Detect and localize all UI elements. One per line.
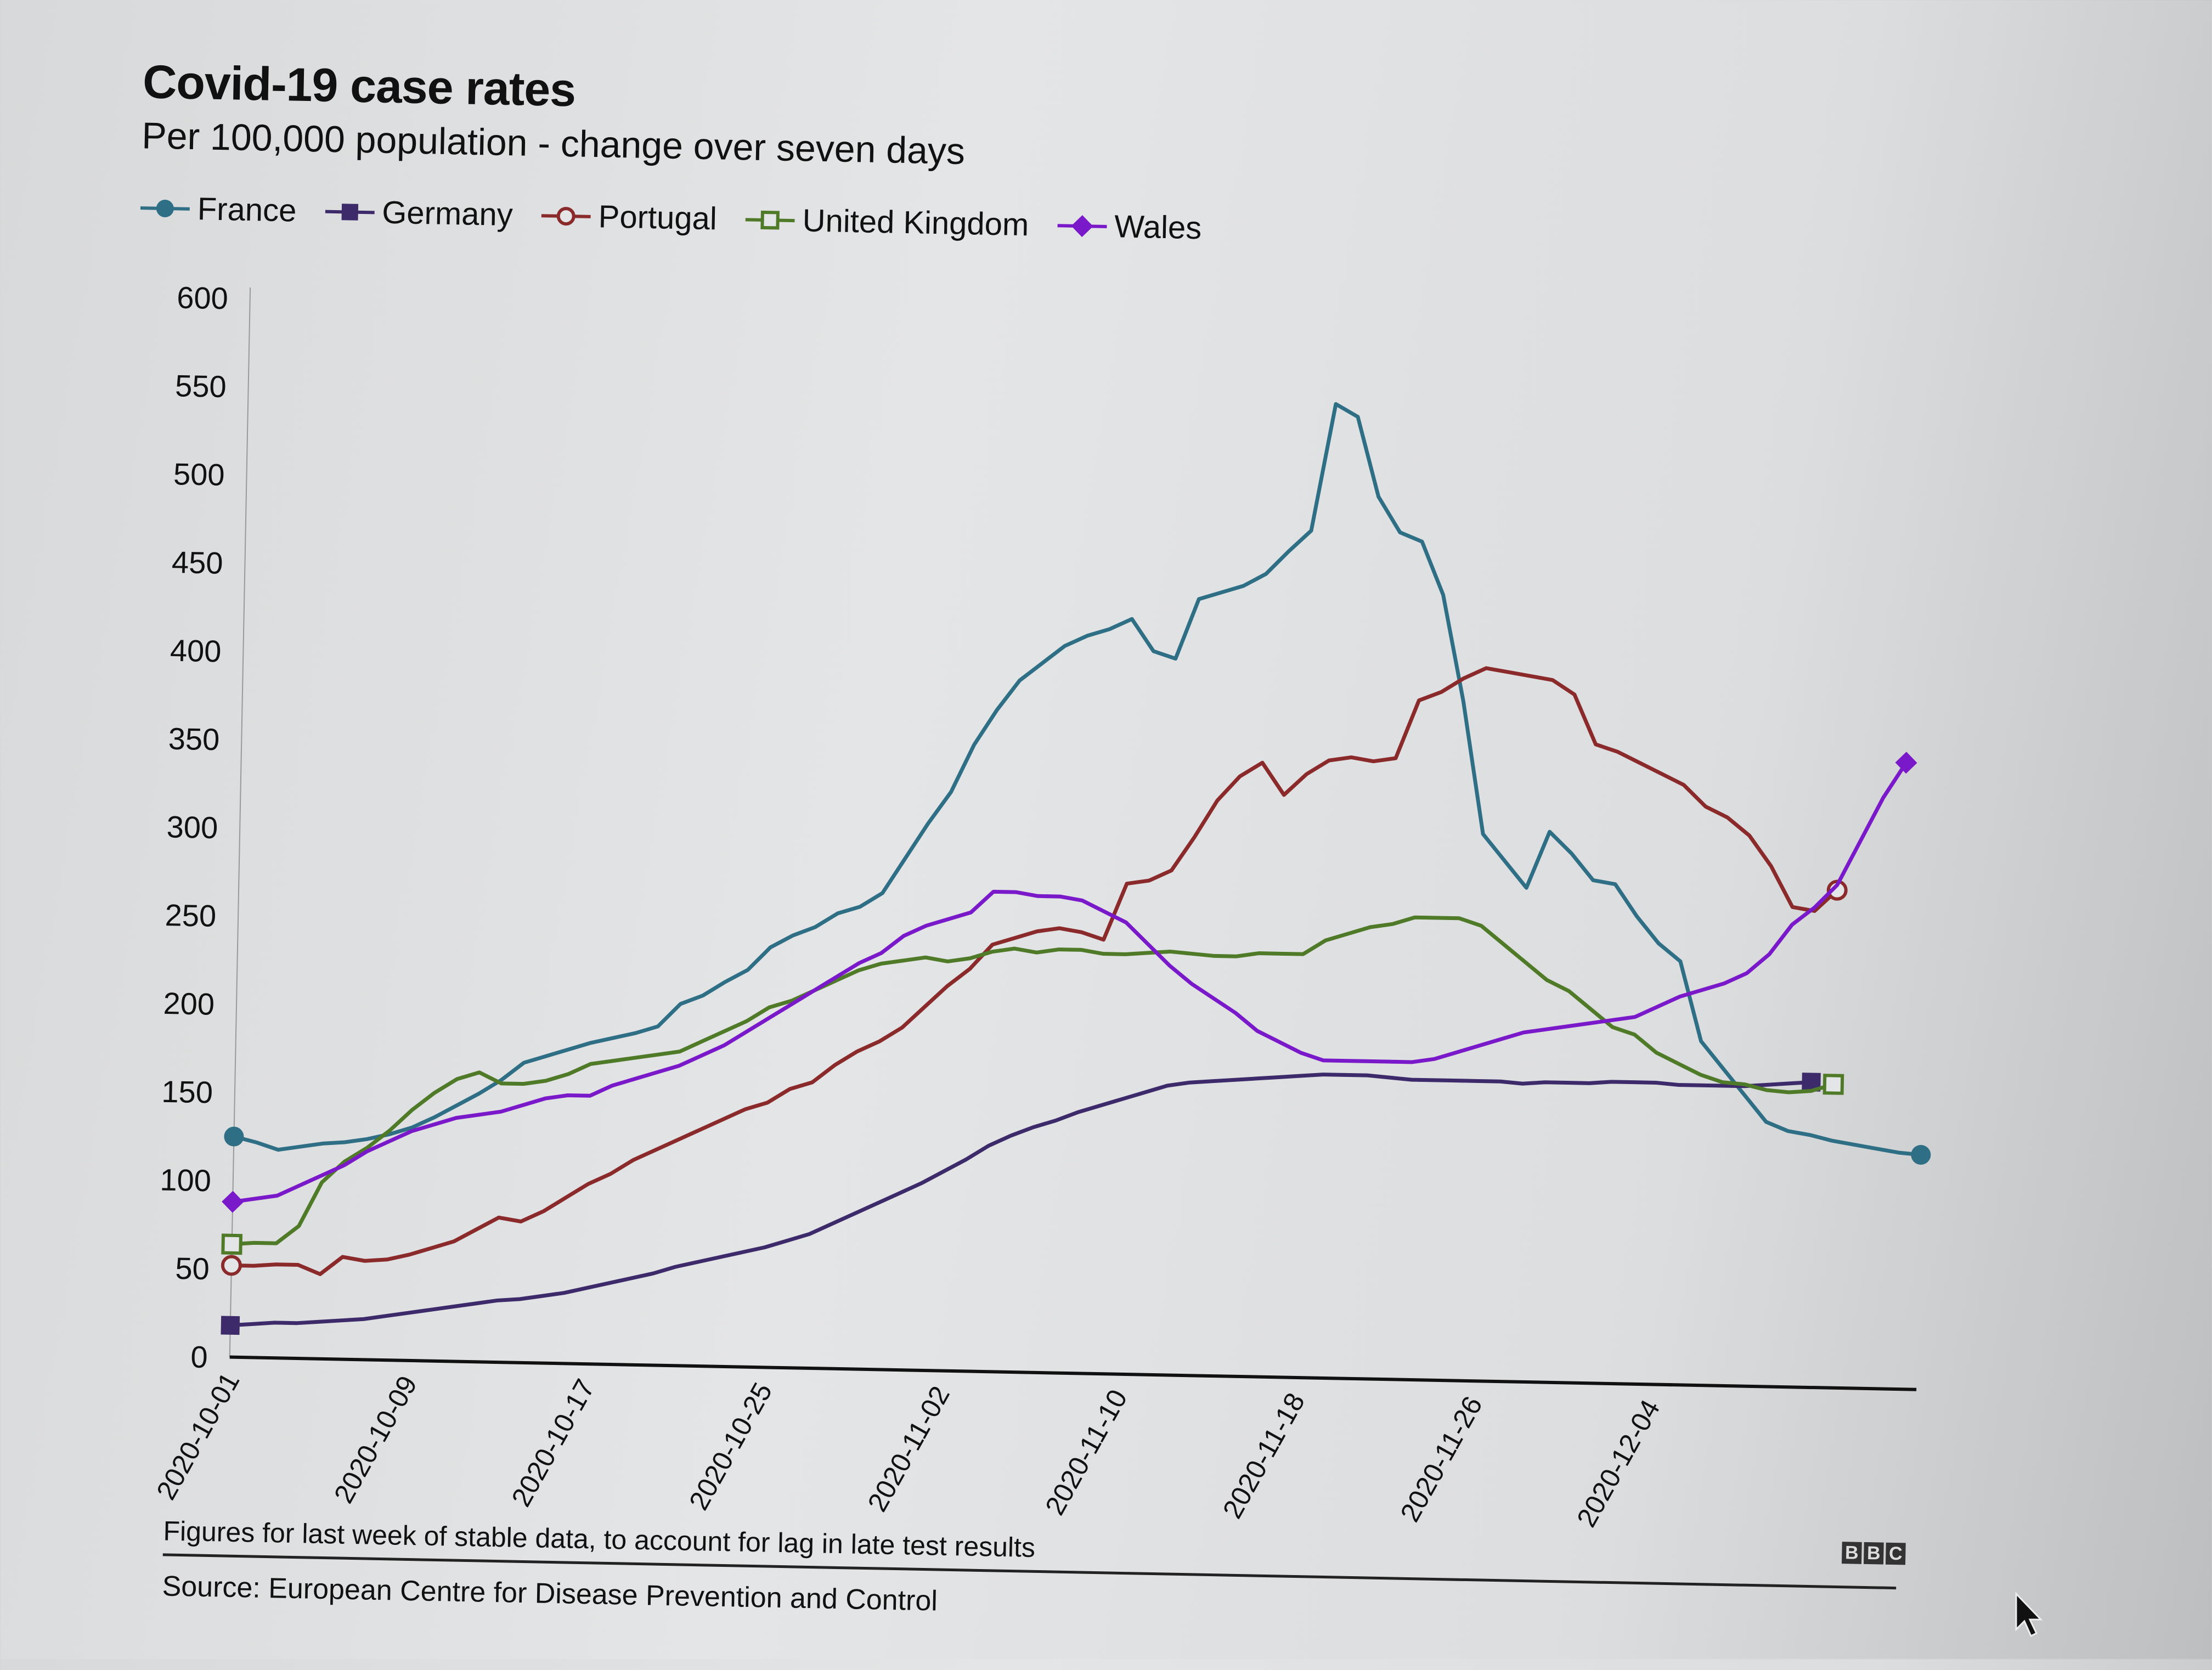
chart-frame: Covid-19 case rates Per 100,000 populati…	[106, 33, 1974, 1670]
series-line-united-kingdom	[232, 915, 1834, 1246]
x-tick-label: 2020-10-09	[328, 1370, 423, 1508]
start-marker-germany	[221, 1316, 240, 1335]
logo-letter: C	[1885, 1542, 1906, 1565]
x-tick-label: 2020-11-02	[862, 1381, 956, 1516]
series-line-germany	[230, 1073, 1812, 1328]
logo-letter: B	[1864, 1542, 1884, 1565]
x-tick-label: 2020-11-18	[1217, 1387, 1311, 1523]
x-axis-line	[229, 1355, 1917, 1391]
start-marker-wales	[222, 1191, 244, 1213]
x-tick-label: 2020-12-04	[1571, 1395, 1666, 1532]
legend-label: Portugal	[598, 199, 718, 237]
legend-label: Germany	[381, 194, 514, 233]
end-marker-france	[1911, 1144, 1931, 1165]
x-tick-label: 2020-10-25	[683, 1378, 778, 1515]
y-tick-label: 400	[170, 633, 222, 669]
end-marker-wales	[1895, 752, 1917, 774]
x-tick-label: 2020-11-10	[1039, 1384, 1133, 1520]
source-text: Source: European Centre for Disease Prev…	[162, 1570, 938, 1617]
legend-item-france[interactable]: France	[140, 189, 297, 229]
x-tick-label: 2020-11-26	[1394, 1391, 1488, 1527]
legend-item-portugal[interactable]: Portugal	[541, 197, 717, 237]
start-marker-france	[224, 1126, 244, 1147]
y-tick-label: 50	[175, 1251, 210, 1286]
bbc-logo: B B C	[1842, 1542, 1906, 1565]
legend-circle-filled-icon	[140, 199, 190, 217]
y-tick-label: 150	[161, 1074, 213, 1110]
legend-circle-open-icon	[541, 206, 591, 225]
line-chart: 0 50 100 150 200 250 300 350 400 450 500 550 600 2020…	[150, 280, 1931, 1532]
chart-title: Covid-19 case rates	[142, 55, 576, 117]
legend-label: United Kingdom	[802, 202, 1029, 243]
legend-label: Wales	[1114, 208, 1202, 246]
series-line-wales	[232, 761, 1908, 1204]
y-tick-label: 200	[163, 986, 215, 1022]
legend-label: France	[197, 191, 297, 229]
legend-item-united-kingdom[interactable]: United Kingdom	[745, 201, 1029, 243]
legend-diamond-filled-icon	[1057, 215, 1107, 237]
y-tick-label: 600	[177, 280, 229, 315]
legend-square-open-icon	[745, 210, 795, 230]
end-marker-germany	[1802, 1073, 1821, 1092]
y-tick-label: 100	[160, 1163, 212, 1198]
y-tick-label: 450	[171, 545, 223, 580]
legend-item-germany[interactable]: Germany	[325, 193, 514, 234]
legend-square-filled-icon	[325, 203, 375, 221]
y-tick-label: 500	[173, 456, 225, 492]
y-tick-label: 550	[175, 368, 227, 404]
y-tick-label: 350	[168, 721, 220, 757]
y-axis-line	[229, 287, 251, 1357]
y-tick-label: 300	[166, 809, 218, 845]
start-marker-united-kingdom	[221, 1233, 243, 1255]
logo-letter: B	[1842, 1542, 1862, 1564]
legend-item-wales[interactable]: Wales	[1057, 207, 1202, 246]
x-tick-label: 2020-10-17	[505, 1374, 600, 1512]
chart-subtitle: Per 100,000 population - change over sev…	[141, 115, 966, 173]
mouse-cursor-icon	[2015, 1592, 2043, 1638]
end-marker-united-kingdom	[1822, 1074, 1844, 1095]
legend: France Germany Portugal United Kingdom Wales	[140, 189, 1202, 246]
series-line-portugal	[231, 666, 1839, 1276]
series-line-france	[233, 402, 1921, 1157]
x-tick-label: 2020-10-01	[150, 1367, 245, 1505]
start-marker-portugal	[221, 1255, 242, 1276]
y-tick-label: 250	[165, 898, 217, 933]
y-tick-label: 0	[190, 1339, 208, 1374]
